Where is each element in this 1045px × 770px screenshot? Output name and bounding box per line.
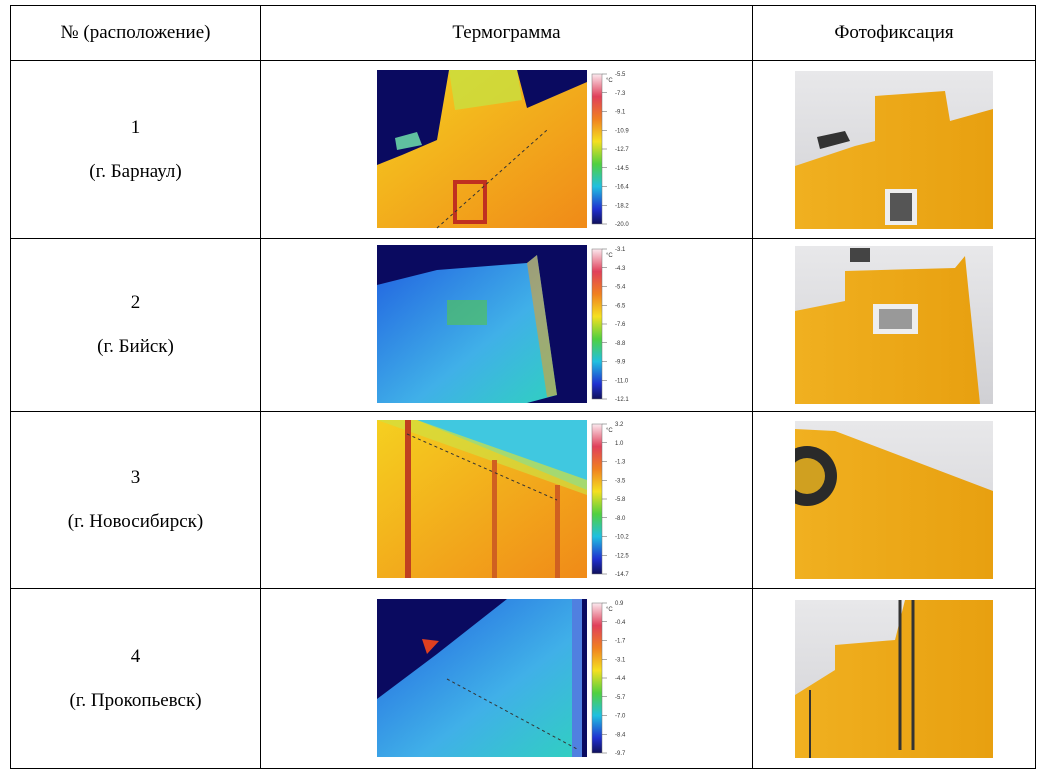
location-cell: 1(г. Барнаул) — [11, 61, 261, 239]
scale-label: 3.2 — [615, 422, 624, 428]
thermogram-cell: °C-5.5 -7.3 -9.1 -10.9 -12.7 -14.5 -16.4 -18.2 -… — [261, 61, 753, 239]
thermogram-cell: °C-3.1 -4.3 -5.4 -6.5 -7.6 -8.8 -9.9 -11.0 -12.1 — [261, 239, 753, 412]
scale-label: -1.3 — [615, 460, 626, 466]
thermogram: °C-5.5 -7.3 -9.1 -10.9 -12.7 -14.5 -16.4 -18.2 -… — [377, 70, 637, 230]
header-cell: № (расположение) — [11, 6, 261, 61]
scale-label: -16.4 — [615, 184, 629, 190]
scale-label: -10.9 — [615, 128, 629, 134]
city: (г. Барнаул) — [11, 150, 260, 194]
scale-label: -7.6 — [615, 322, 626, 328]
scale-label: -3.1 — [615, 247, 626, 253]
scale-label: -14.7 — [615, 572, 629, 578]
scale-label: -9.9 — [615, 360, 626, 366]
scale-label: 1.0 — [615, 441, 624, 447]
scale-bar — [592, 424, 602, 574]
scale-unit: °C — [606, 253, 613, 259]
header-cell: Фотофиксация — [753, 6, 1036, 61]
scale-label: -14.5 — [615, 165, 629, 171]
scale-label: -7.3 — [615, 90, 626, 96]
scale-unit: °C — [606, 78, 613, 84]
scale-label: -5.5 — [615, 72, 626, 78]
scale-label: -6.5 — [615, 303, 626, 309]
city: (г. Бийск) — [11, 325, 260, 369]
scale-label: -18.2 — [615, 203, 629, 209]
scale-label: -3.1 — [615, 657, 626, 663]
scale-label: -4.3 — [615, 266, 626, 272]
table: № (расположение) Термограмма Фотофиксаци… — [10, 5, 1036, 769]
scale-label: -5.4 — [615, 285, 626, 291]
number: 4 — [11, 635, 260, 679]
location-cell: 3(г. Новосибирск) — [11, 412, 261, 589]
photo — [795, 600, 993, 758]
photo-cell — [753, 61, 1036, 239]
city: (г. Новосибирск) — [11, 500, 260, 544]
scale-bar — [592, 74, 602, 224]
row: 2(г. Бийск) °C-3.1 -4.3 -5.4 -6.5 -7.6 -8.8 -9… — [11, 239, 1036, 412]
scale-label: -11.0 — [615, 378, 629, 384]
scale-label: -12.7 — [615, 147, 629, 153]
scale-label: -3.5 — [615, 478, 626, 484]
scale-label: -9.7 — [615, 751, 626, 757]
scale-label: -5.8 — [615, 497, 626, 503]
photo — [795, 421, 993, 579]
row: 1(г. Барнаул) °C-5.5 -7.3 -9.1 -10.9 -12.7 -1… — [11, 61, 1036, 239]
scale-unit: °C — [606, 428, 613, 434]
scale-label: -4.4 — [615, 676, 626, 682]
scale-label: -8.4 — [615, 732, 626, 738]
scale-bar — [592, 603, 602, 753]
scale-label: -0.4 — [615, 619, 626, 625]
scale-label: -10.2 — [615, 535, 629, 541]
scale-label: -12.5 — [615, 553, 629, 559]
page: № (расположение) Термограмма Фотофиксаци… — [0, 0, 1045, 770]
location-cell: 4(г. Прокопьевск) — [11, 589, 261, 769]
scale-label: 0.9 — [615, 601, 624, 607]
scale-bar — [592, 249, 602, 399]
location-cell: 2(г. Бийск) — [11, 239, 261, 412]
city: (г. Прокопьевск) — [11, 679, 260, 723]
number: 3 — [11, 456, 260, 500]
photo-cell — [753, 412, 1036, 589]
scale-label: -12.1 — [615, 397, 629, 403]
number: 1 — [11, 106, 260, 150]
scale-label: -5.7 — [615, 694, 626, 700]
header-row: № (расположение) Термограмма Фотофиксаци… — [11, 6, 1036, 61]
scale-unit: °C — [606, 607, 613, 613]
scale-label: -20.0 — [615, 222, 629, 228]
thermogram: °C3.2 1.0 -1.3 -3.5 -5.8 -8.0 -10.2 -12.5 -14.7 — [377, 420, 637, 580]
header-cell: Термограмма — [261, 6, 753, 61]
photo-cell — [753, 239, 1036, 412]
thermogram: °C-3.1 -4.3 -5.4 -6.5 -7.6 -8.8 -9.9 -11.0 -12.1 — [377, 245, 637, 405]
thermogram: °C0.9 -0.4 -1.7 -3.1 -4.4 -5.7 -7.0 -8.4 -9.7 — [377, 599, 637, 759]
scale-label: -8.0 — [615, 516, 626, 522]
photo — [795, 71, 993, 229]
scale-label: -7.0 — [615, 713, 626, 719]
scale-label: -1.7 — [615, 638, 626, 644]
scale-label: -9.1 — [615, 109, 626, 115]
scale-label: -8.8 — [615, 341, 626, 347]
number: 2 — [11, 281, 260, 325]
photo — [795, 246, 993, 404]
photo-cell — [753, 589, 1036, 769]
